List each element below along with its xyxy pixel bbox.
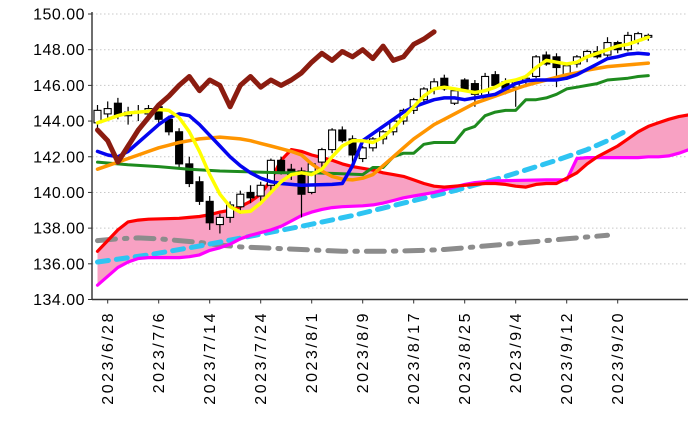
candle-up [215, 213, 224, 234]
y-tick-label: 142.00 [33, 149, 85, 166]
y-tick-label: 140.00 [33, 185, 85, 202]
x-tick-label: 2023/8/1 [304, 311, 321, 393]
candle-up [256, 181, 265, 202]
y-tick-label: 146.00 [33, 78, 85, 95]
y-tick-label: 144.00 [33, 114, 85, 131]
candle-down [205, 196, 214, 230]
candle-up [236, 190, 245, 214]
x-tick-label: 2023/8/9 [355, 311, 372, 393]
y-tick-label: 134.00 [33, 292, 85, 309]
y-tick-label: 138.00 [33, 221, 85, 238]
candle-up [124, 106, 133, 125]
ma-green-line [96, 74, 650, 177]
x-tick-label: 2023/8/25 [457, 311, 474, 405]
x-tick-label: 2023/9/20 [610, 311, 627, 405]
candle-down [195, 176, 204, 205]
y-tick-label: 148.00 [33, 42, 85, 59]
candle-down [246, 185, 255, 204]
x-tick-label: 2023/7/24 [253, 311, 270, 405]
candle-down [185, 156, 194, 188]
x-tick-label: 2023/9/4 [508, 311, 525, 393]
y-tick-label: 150.00 [33, 7, 85, 24]
candle-down [338, 126, 347, 143]
candle-up [93, 105, 102, 129]
y-axis-labels: 150.00 148.00 146.00 144.00 142.00 140.00 138.… [33, 7, 85, 310]
candle-down [552, 53, 561, 88]
dashed-cyan-line [95, 127, 631, 265]
candle-up [328, 128, 337, 154]
x-tick-label: 2023/8/17 [406, 311, 423, 405]
ma-orange-line [95, 61, 651, 182]
candle-up [266, 158, 275, 191]
cloud-bottom-magenta-line [95, 148, 688, 287]
y-tick-label: 136.00 [33, 256, 85, 273]
x-tick-label: 2023/7/14 [202, 311, 219, 405]
candle-down [297, 167, 306, 218]
x-tick-label: 2023/7/6 [151, 311, 168, 393]
x-tick-label: 2023/9/12 [559, 311, 576, 405]
x-axis-labels: 2023/6/28 2023/7/6 2023/7/14 2023/7/24 2023/… [100, 311, 627, 405]
candle-up [317, 147, 326, 168]
axes [88, 12, 688, 304]
x-tick-label: 2023/6/28 [100, 311, 117, 405]
dashdot-gray-line [95, 232, 610, 254]
overlay-dark-red-line [95, 29, 437, 165]
ma-yellow-line [95, 35, 651, 214]
overlay-lines [95, 29, 651, 214]
ma-blue-line [95, 51, 651, 188]
candle-down [175, 128, 184, 168]
